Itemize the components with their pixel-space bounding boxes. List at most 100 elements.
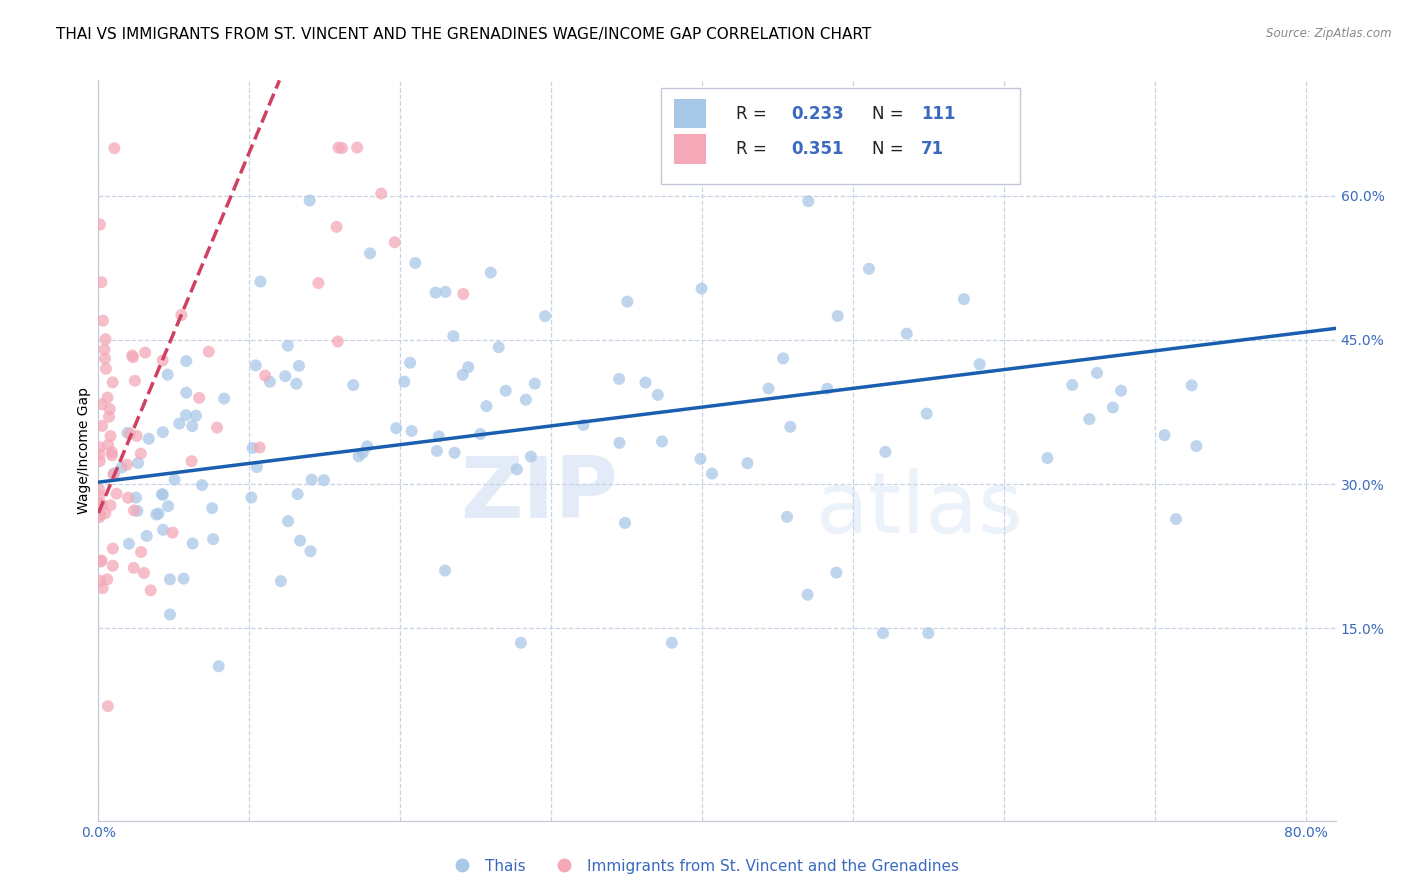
Point xyxy=(181,419,204,434)
Point xyxy=(404,256,426,270)
Point xyxy=(188,391,211,405)
Point xyxy=(470,427,492,442)
Text: THAI VS IMMIGRANTS FROM ST. VINCENT AND THE GRENADINES WAGE/INCOME GAP CORRELATI: THAI VS IMMIGRANTS FROM ST. VINCENT AND … xyxy=(56,27,872,42)
Point xyxy=(797,194,820,209)
Point xyxy=(89,447,111,461)
Point xyxy=(97,438,120,452)
Point xyxy=(779,419,801,434)
FancyBboxPatch shape xyxy=(673,99,706,128)
Point xyxy=(475,399,498,413)
Text: atlas: atlas xyxy=(815,468,1024,551)
Point xyxy=(197,344,219,359)
Point xyxy=(495,384,517,398)
Point xyxy=(689,451,711,466)
Text: 0.233: 0.233 xyxy=(792,104,844,122)
Point xyxy=(342,378,364,392)
Point xyxy=(121,349,143,363)
Point xyxy=(124,374,146,388)
Point xyxy=(202,532,225,546)
Point xyxy=(858,261,880,276)
Point xyxy=(90,275,112,289)
Point xyxy=(307,276,329,290)
Point xyxy=(326,334,349,349)
Point xyxy=(156,368,179,382)
Point xyxy=(441,329,464,343)
Point xyxy=(384,235,406,250)
Point xyxy=(103,141,125,155)
Point xyxy=(103,467,125,482)
Point xyxy=(127,456,149,470)
Point xyxy=(1036,451,1059,466)
Point xyxy=(614,516,637,530)
Point xyxy=(298,194,321,208)
Point xyxy=(356,439,378,453)
Point xyxy=(125,491,148,505)
Point xyxy=(100,499,122,513)
Point xyxy=(872,626,894,640)
Point xyxy=(240,491,263,505)
Point xyxy=(285,376,308,391)
Point xyxy=(815,382,838,396)
Point xyxy=(443,446,465,460)
Text: Source: ZipAtlas.com: Source: ZipAtlas.com xyxy=(1267,27,1392,40)
Point xyxy=(259,375,281,389)
Point xyxy=(152,523,174,537)
Point xyxy=(287,487,309,501)
Point xyxy=(254,368,277,383)
Text: N =: N = xyxy=(872,140,908,158)
Point xyxy=(427,429,450,443)
Point xyxy=(103,467,125,481)
Point xyxy=(609,435,631,450)
Point xyxy=(249,441,271,455)
Point xyxy=(1085,366,1108,380)
Point xyxy=(651,434,673,449)
Point xyxy=(758,382,780,396)
Point xyxy=(89,218,111,232)
Point xyxy=(170,308,193,322)
Point xyxy=(796,588,818,602)
Point xyxy=(115,458,138,472)
Point xyxy=(100,429,122,443)
Point xyxy=(776,509,799,524)
Point xyxy=(359,246,381,260)
Point xyxy=(825,566,848,580)
Point xyxy=(91,313,114,327)
Point xyxy=(277,514,299,528)
Point xyxy=(129,447,152,461)
Point xyxy=(1185,439,1208,453)
Point xyxy=(330,141,353,155)
Point xyxy=(425,285,447,300)
Point xyxy=(117,491,139,505)
Text: N =: N = xyxy=(872,104,908,122)
Point xyxy=(370,186,392,201)
Point xyxy=(163,473,186,487)
Point xyxy=(1078,412,1101,426)
Point xyxy=(690,282,713,296)
Point xyxy=(509,636,531,650)
Point xyxy=(96,391,118,405)
Point xyxy=(969,357,991,371)
Point xyxy=(89,440,111,454)
Point xyxy=(246,460,269,475)
Point xyxy=(191,478,214,492)
Point xyxy=(89,483,111,497)
Point xyxy=(181,536,204,550)
Point xyxy=(274,369,297,384)
Point xyxy=(173,572,195,586)
Point xyxy=(634,376,657,390)
Point xyxy=(434,285,457,299)
Point xyxy=(152,353,174,368)
Point xyxy=(426,444,449,458)
Point xyxy=(90,553,112,567)
Point xyxy=(94,506,117,520)
Point xyxy=(875,445,897,459)
Point xyxy=(661,636,683,650)
Text: 0.351: 0.351 xyxy=(792,140,844,158)
Point xyxy=(288,533,311,548)
Point xyxy=(312,473,335,487)
Point xyxy=(1153,428,1175,442)
Point xyxy=(101,448,124,462)
Point xyxy=(117,425,139,440)
Point xyxy=(98,409,121,424)
Point xyxy=(96,573,118,587)
